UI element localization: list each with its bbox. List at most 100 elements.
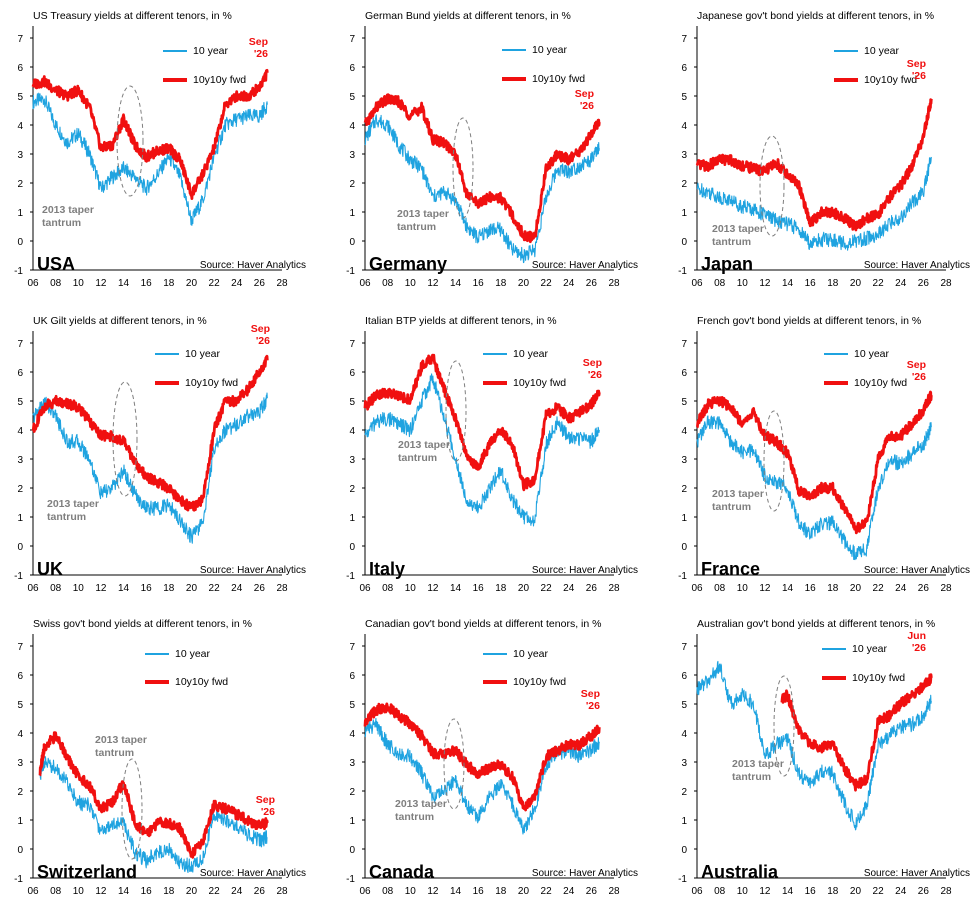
x-tick-label: 28 bbox=[276, 583, 288, 594]
y-tick-label: 5 bbox=[17, 397, 23, 408]
chart-panel-australia: -1 0 1 2 3 4 5 6 7 06 08 10 12 14 16 18 20 22 24 26 28 Austra… bbox=[664, 616, 974, 913]
x-tick-label: 06 bbox=[27, 886, 39, 897]
taper-tantrum-line: 2013 taper bbox=[712, 223, 764, 235]
end-date-label: Sep '26 bbox=[554, 88, 594, 112]
end-date-label: Jun '26 bbox=[886, 630, 926, 654]
x-tick-label: 10 bbox=[73, 278, 85, 289]
y-tick-label: 2 bbox=[17, 484, 23, 495]
y-tick-label: 0 bbox=[681, 237, 687, 248]
taper-tantrum-ellipse bbox=[759, 135, 785, 237]
taper-tantrum-ellipse bbox=[773, 675, 795, 777]
country-label: Germany bbox=[369, 254, 448, 274]
taper-tantrum-line: 2013 taper bbox=[712, 488, 764, 500]
taper-tantrum-line: 2013 taper bbox=[732, 758, 784, 770]
legend-item-10-year: 10 year bbox=[483, 648, 548, 660]
x-tick-label: 06 bbox=[691, 886, 703, 897]
legend-swatch bbox=[163, 50, 187, 52]
taper-tantrum-label: 2013 taper tantrum bbox=[712, 223, 764, 249]
y-tick-label: 7 bbox=[349, 34, 355, 45]
chart-title: Swiss gov't bond yields at different ten… bbox=[33, 618, 252, 630]
x-tick-label: 12 bbox=[759, 278, 771, 289]
y-tick-label: 0 bbox=[17, 542, 23, 553]
x-tick-label: 24 bbox=[895, 583, 907, 594]
x-tick-label: 12 bbox=[759, 886, 771, 897]
y-tick-label: 3 bbox=[349, 150, 355, 161]
x-tick-label: 28 bbox=[276, 278, 288, 289]
taper-tantrum-label: 2013 taper tantrum bbox=[395, 798, 447, 824]
x-tick-label: 24 bbox=[895, 278, 907, 289]
series-line-10-year bbox=[696, 660, 932, 831]
legend-swatch bbox=[502, 77, 526, 81]
end-date-label: Sep '26 bbox=[562, 357, 602, 381]
legend-label: 10 year bbox=[193, 45, 229, 57]
legend-item-10y10y-fwd: 10y10y fwd bbox=[502, 73, 585, 85]
x-tick-label: 18 bbox=[163, 278, 175, 289]
source-label: Source: Haver Analytics bbox=[863, 868, 970, 879]
taper-tantrum-ellipse bbox=[763, 410, 785, 512]
legend-item-10-year: 10 year bbox=[822, 643, 887, 655]
x-tick-label: 14 bbox=[118, 278, 130, 289]
chart-title: US Treasury yields at different tenors, … bbox=[33, 10, 232, 22]
x-tick-label: 26 bbox=[586, 278, 598, 289]
y-tick-label: 2 bbox=[349, 787, 355, 798]
x-tick-label: 26 bbox=[586, 583, 598, 594]
legend-label: 10 year bbox=[854, 348, 890, 360]
taper-tantrum-line: tantrum bbox=[42, 217, 82, 229]
taper-tantrum-line: tantrum bbox=[47, 511, 87, 523]
x-tick-label: 20 bbox=[850, 278, 862, 289]
legend-item-10-year: 10 year bbox=[155, 348, 220, 360]
y-tick-label: 4 bbox=[17, 729, 23, 740]
end-date-line: Sep bbox=[906, 359, 926, 371]
y-tick-label: 2 bbox=[17, 179, 23, 190]
series-line-10y10y-fwd bbox=[780, 673, 933, 792]
legend-item-10-year: 10 year bbox=[145, 648, 210, 660]
legend-item-10y10y-fwd: 10y10y fwd bbox=[163, 74, 246, 86]
series-line-10-year bbox=[696, 156, 932, 251]
taper-tantrum-line: tantrum bbox=[732, 771, 772, 783]
legend-label: 10y10y fwd bbox=[852, 672, 906, 684]
y-tick-label: 2 bbox=[681, 484, 687, 495]
legend-item-10y10y-fwd: 10y10y fwd bbox=[145, 676, 228, 688]
legend-swatch bbox=[483, 653, 507, 655]
y-tick-label: 6 bbox=[681, 671, 687, 682]
legend-swatch bbox=[163, 78, 187, 82]
taper-tantrum-label: 2013 taper tantrum bbox=[95, 734, 147, 760]
y-tick-label: -1 bbox=[678, 266, 687, 277]
x-tick-label: 22 bbox=[209, 583, 221, 594]
x-tick-label: 10 bbox=[405, 278, 417, 289]
y-tick-label: 2 bbox=[349, 179, 355, 190]
y-tick-label: 3 bbox=[681, 150, 687, 161]
x-tick-label: 22 bbox=[541, 278, 553, 289]
x-tick-label: 16 bbox=[141, 886, 153, 897]
y-tick-label: 2 bbox=[349, 484, 355, 495]
taper-tantrum-line: 2013 taper bbox=[397, 208, 449, 220]
y-tick-label: 0 bbox=[349, 542, 355, 553]
country-label: Australia bbox=[701, 862, 779, 882]
legend-swatch bbox=[834, 50, 858, 52]
series-line-10y10y-fwd bbox=[31, 68, 269, 200]
chart-title: Japanese gov't bond yields at different … bbox=[697, 10, 935, 22]
series-line-10y10y-fwd bbox=[363, 353, 601, 492]
end-date-line: Sep bbox=[250, 323, 270, 335]
legend-swatch bbox=[483, 353, 507, 355]
y-tick-label: 1 bbox=[349, 513, 355, 524]
x-tick-label: 08 bbox=[50, 583, 62, 594]
x-tick-label: 18 bbox=[163, 886, 175, 897]
y-tick-label: 3 bbox=[681, 455, 687, 466]
y-tick-label: 5 bbox=[681, 700, 687, 711]
end-date-line: Jun bbox=[907, 630, 926, 642]
legend-item-10-year: 10 year bbox=[163, 45, 228, 57]
taper-tantrum-line: 2013 taper bbox=[395, 798, 447, 810]
x-tick-label: 18 bbox=[827, 278, 839, 289]
x-tick-label: 16 bbox=[473, 583, 485, 594]
y-tick-label: 5 bbox=[17, 700, 23, 711]
legend-swatch bbox=[834, 78, 858, 82]
end-date-line: Sep bbox=[574, 88, 594, 100]
x-tick-label: 12 bbox=[95, 583, 107, 594]
x-tick-label: 26 bbox=[254, 583, 266, 594]
x-tick-label: 10 bbox=[73, 583, 85, 594]
chart-title: Italian BTP yields at different tenors, … bbox=[365, 315, 557, 327]
x-tick-label: 22 bbox=[209, 278, 221, 289]
